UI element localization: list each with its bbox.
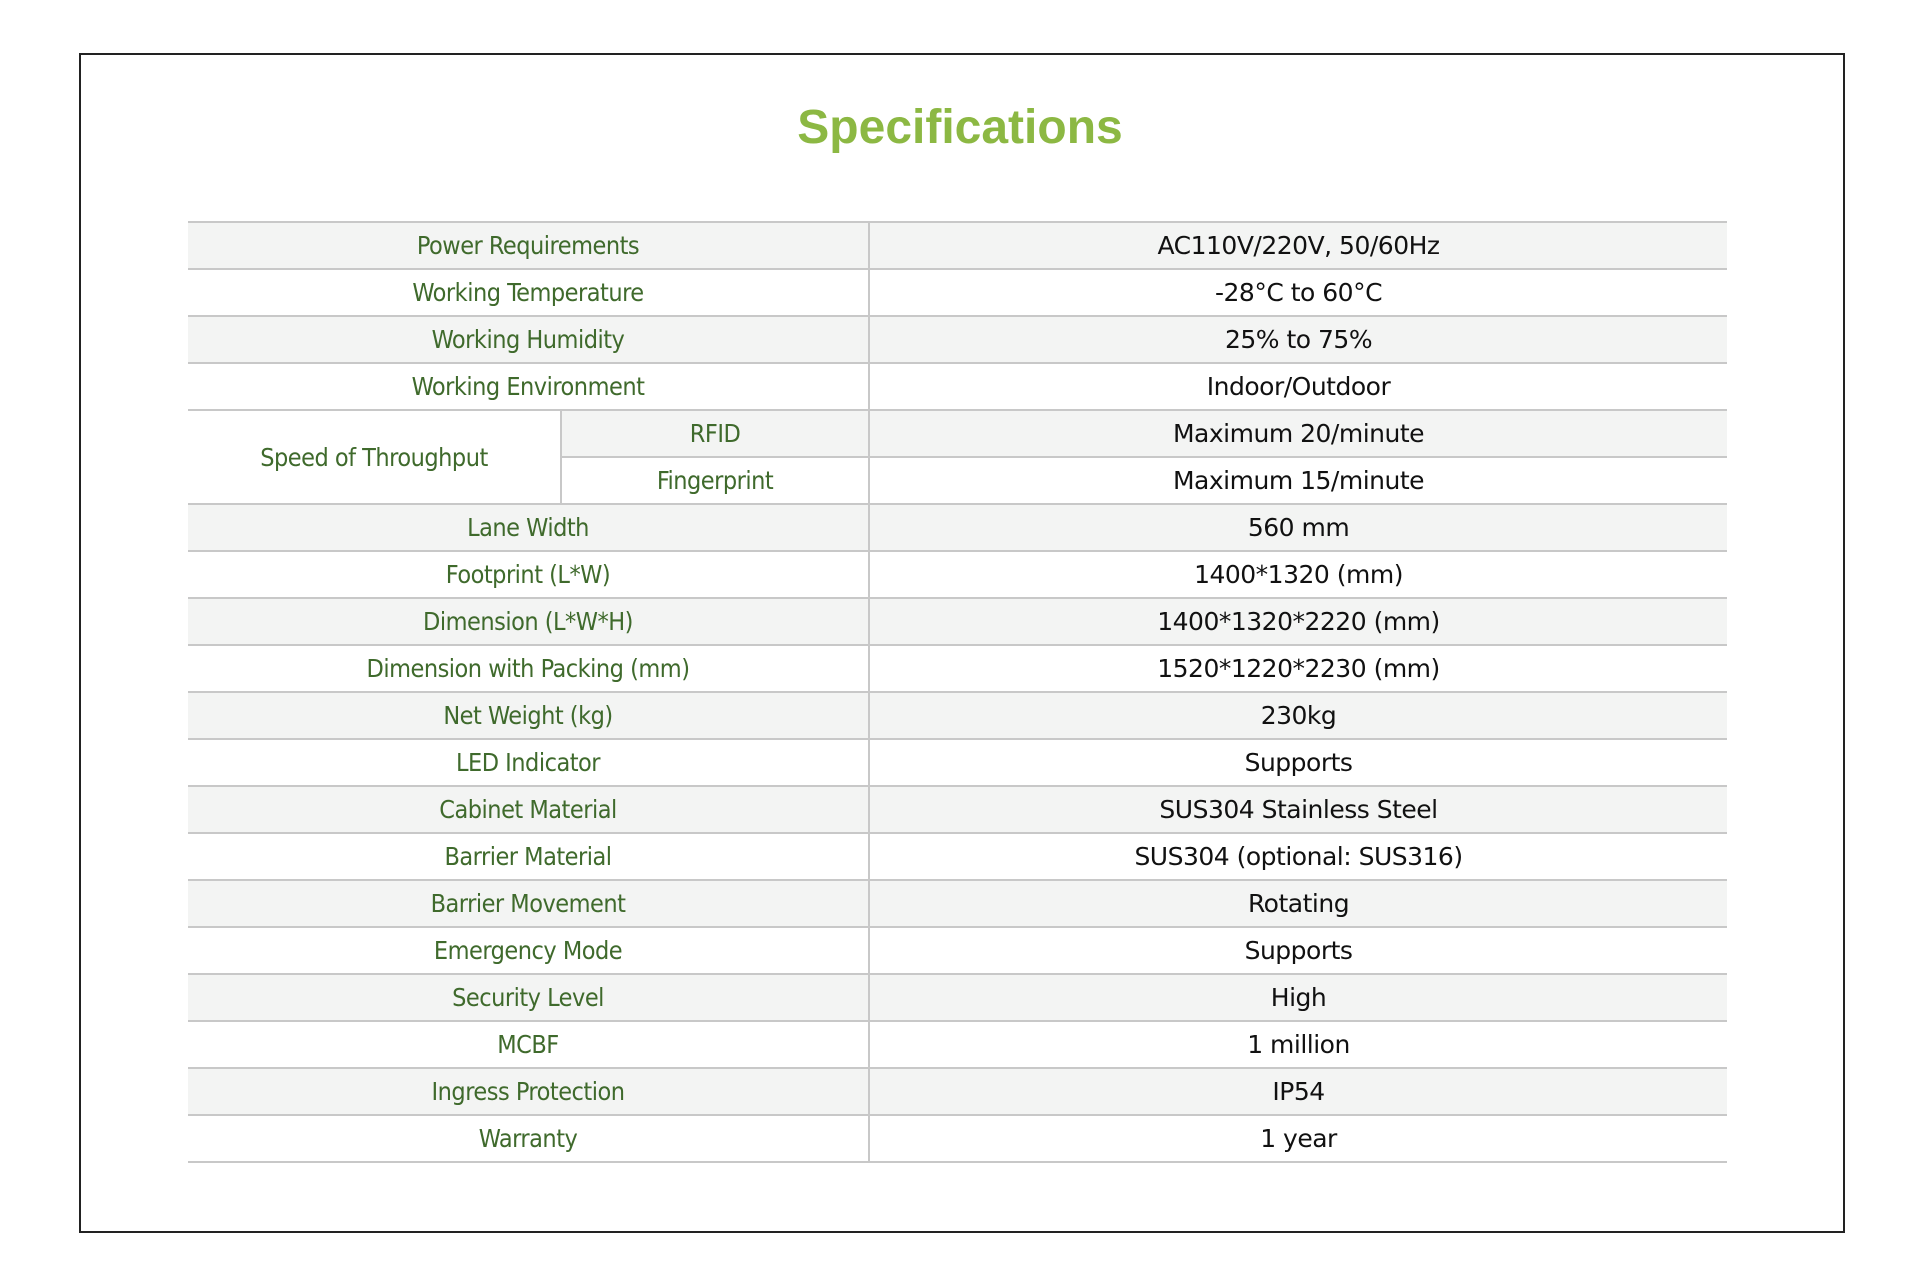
spec-value: Maximum 15/minute (868, 456, 1728, 505)
spec-row: Cabinet Material SUS304 Stainless Steel (188, 785, 1728, 834)
spec-value: 1400*1320 (mm) (868, 550, 1728, 599)
spec-row: Fingerprint Maximum 15/minute (188, 456, 1728, 505)
spec-frame (79, 53, 1845, 1233)
spec-row: Barrier Material SUS304 (optional: SUS316… (188, 832, 1728, 881)
spec-row: Working Humidity 25% to 75% (188, 315, 1728, 364)
spec-label: Cabinet Material (188, 785, 870, 834)
spec-value: SUS304 (optional: SUS316) (868, 832, 1728, 881)
spec-value: AC110V/220V, 50/60Hz (868, 221, 1728, 270)
spec-label: Warranty (188, 1114, 870, 1163)
spec-label: Working Temperature (188, 268, 870, 317)
spec-row: Warranty 1 year (188, 1114, 1728, 1163)
spec-value: Rotating (868, 879, 1728, 928)
spec-row: Footprint (L*W) 1400*1320 (mm) (188, 550, 1728, 599)
spec-value: Supports (868, 738, 1728, 787)
spec-label: Working Humidity (188, 315, 870, 364)
spec-table: Power Requirements AC110V/220V, 50/60Hz Wo… (188, 221, 1728, 1163)
spec-label: Power Requirements (188, 221, 870, 270)
spec-row: Speed of Throughput RFID Maximum 20/minute (188, 409, 1728, 505)
spec-row: Dimension (L*W*H) 1400*1320*2220 (mm) (188, 597, 1728, 646)
spec-label: Dimension with Packing (mm) (188, 644, 870, 693)
spec-label: Ingress Protection (188, 1067, 870, 1116)
spec-row: Lane Width 560 mm (188, 503, 1728, 552)
spec-label: Barrier Movement (188, 879, 870, 928)
spec-sublabel: Fingerprint (559, 456, 870, 505)
spec-value: SUS304 Stainless Steel (868, 785, 1728, 834)
spec-row: Working Temperature -28°C to 60°C (188, 268, 1728, 317)
spec-label: Lane Width (188, 503, 870, 552)
spec-row: Net Weight (kg) 230kg (188, 691, 1728, 740)
spec-row: Ingress Protection IP54 (188, 1067, 1728, 1116)
spec-value: Indoor/Outdoor (868, 362, 1728, 411)
spec-value: High (868, 973, 1728, 1022)
spec-row: Emergency Mode Supports (188, 926, 1728, 975)
spec-label: Working Environment (188, 362, 870, 411)
spec-value: Supports (868, 926, 1728, 975)
spec-label: Emergency Mode (188, 926, 870, 975)
spec-value: 560 mm (868, 503, 1728, 552)
spec-value: 25% to 75% (868, 315, 1728, 364)
page-title: Specifications (797, 101, 1123, 154)
spec-label: Footprint (L*W) (188, 550, 870, 599)
spec-label-throughput: Speed of Throughput (188, 409, 561, 505)
spec-value: 1 million (868, 1020, 1728, 1069)
spec-row: Dimension with Packing (mm) 1520*1220*223… (188, 644, 1728, 693)
spec-value: Maximum 20/minute (868, 409, 1728, 458)
spec-value: -28°C to 60°C (868, 268, 1728, 317)
spec-value: 1 year (868, 1114, 1728, 1163)
spec-row: Security Level High (188, 973, 1728, 1022)
spec-value: 230kg (868, 691, 1728, 740)
spec-label: Net Weight (kg) (188, 691, 870, 740)
spec-row: Working Environment Indoor/Outdoor (188, 362, 1728, 411)
spec-label: Dimension (L*W*H) (188, 597, 870, 646)
spec-label: LED Indicator (188, 738, 870, 787)
spec-value: 1400*1320*2220 (mm) (868, 597, 1728, 646)
spec-row: LED Indicator Supports (188, 738, 1728, 787)
spec-value: 1520*1220*2230 (mm) (868, 644, 1728, 693)
spec-row: Power Requirements AC110V/220V, 50/60Hz (188, 221, 1728, 270)
spec-row: MCBF 1 million (188, 1020, 1728, 1069)
spec-label: MCBF (188, 1020, 870, 1069)
spec-label: Security Level (188, 973, 870, 1022)
spec-sublabel: RFID (559, 409, 870, 458)
spec-value: IP54 (868, 1067, 1728, 1116)
spec-label: Barrier Material (188, 832, 870, 881)
spec-row: Barrier Movement Rotating (188, 879, 1728, 928)
